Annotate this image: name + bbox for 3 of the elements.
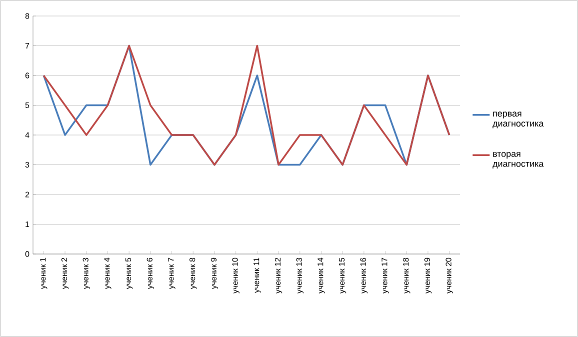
legend-label: вторая диагностика bbox=[492, 152, 544, 169]
legend-label: первая диагностика bbox=[492, 112, 544, 128]
line-series bbox=[42, 44, 450, 166]
